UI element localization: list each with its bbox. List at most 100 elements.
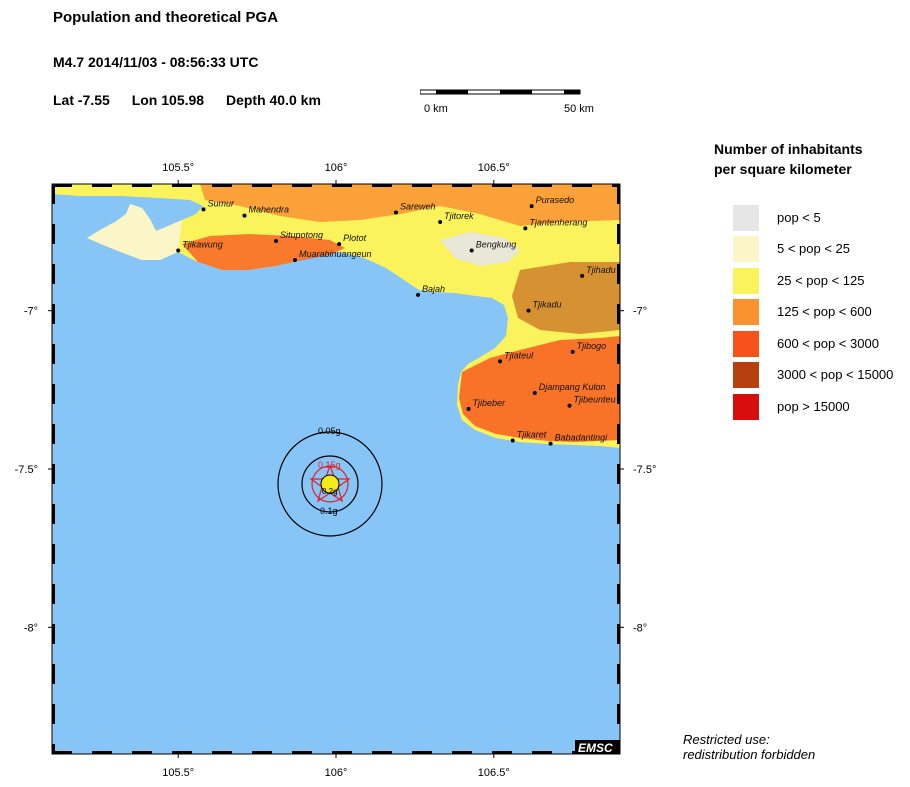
place-label: Tjikaret — [517, 430, 547, 440]
dense-zone-east — [512, 262, 620, 334]
frame-dash-top — [292, 184, 312, 187]
frame-dash-left — [52, 584, 55, 604]
frame-dash-bottom — [92, 751, 112, 754]
place-label: Tjibeunteu — [574, 395, 616, 405]
place-label: Sumur — [207, 198, 235, 208]
lon-tick-label-top: 106° — [325, 162, 348, 174]
pga-label-01: 0.1g — [320, 506, 338, 516]
frame-dash-top — [212, 184, 232, 187]
frame-dash-top — [492, 184, 512, 187]
scale-start-label: 0 km — [424, 103, 448, 115]
place-marker — [498, 359, 503, 364]
frame-dash-right — [617, 704, 620, 724]
population-map: 105.5° 105.5° 106° 106° 106.5° 106.5° -7° -7° -7… — [15, 162, 657, 779]
frame-dash-bottom — [372, 751, 392, 754]
place-label: Plotot — [343, 233, 367, 243]
pga-ring-outer — [277, 431, 383, 537]
frame-dash-left — [52, 464, 55, 484]
place-label: Situpotong — [280, 230, 323, 240]
legend-swatch — [733, 362, 759, 388]
lat-tick-label-left: -8° — [24, 622, 38, 634]
frame-dash-top — [172, 184, 192, 187]
place-label: Tjiateul — [504, 350, 534, 360]
place-label: Tjikadu — [532, 300, 561, 310]
frame-ticks — [52, 184, 620, 754]
legend-title-line1: Number of inhabitants — [714, 141, 863, 157]
frame-dash-right — [617, 184, 620, 204]
place-marker — [393, 210, 398, 215]
place-marker — [242, 213, 247, 218]
frame-dash-bottom — [52, 751, 72, 754]
sparse-zone-west — [87, 204, 182, 260]
frame-dash-right — [617, 384, 620, 404]
frame-dash-left — [52, 624, 55, 644]
lat-tick-label-right: -8° — [633, 622, 647, 634]
usage-note-line2: redistribution forbidden — [683, 747, 816, 762]
depth-value: Depth 40.0 km — [225, 92, 321, 108]
frame-dash-bottom — [532, 751, 552, 754]
place-marker — [532, 391, 537, 395]
dense-zone-north — [200, 184, 620, 226]
lat-tick-label-right: -7° — [633, 306, 647, 318]
frame-dash-top — [452, 184, 472, 187]
lon-tick-label-bottom: 106° — [325, 767, 348, 779]
pga-label-005: 0.05g — [318, 426, 341, 436]
scale-end-label: 50 km — [564, 103, 594, 115]
frame-dash-bottom — [252, 751, 272, 754]
legend-label: 600 < pop < 3000 — [777, 336, 879, 351]
pga-label-02: 0.2g — [322, 487, 338, 496]
frame-dash-bottom — [412, 751, 432, 754]
tick-labels: 105.5° 105.5° 106° 106° 106.5° 106.5° -7° -7° -7… — [15, 162, 657, 779]
lat-value: Lat -7.55 — [53, 92, 110, 108]
lon-tick-label-bottom: 106.5° — [478, 767, 510, 779]
frame-dash-bottom — [452, 751, 472, 754]
frame-dash-top — [612, 184, 620, 187]
event-info: M4.7 2014/11/03 - 08:56:33 UTC — [53, 54, 259, 70]
place-marker — [529, 204, 534, 209]
legend-swatch — [733, 205, 759, 231]
place-label: Djampang Kulon — [539, 382, 606, 392]
place-marker — [567, 403, 572, 408]
frame-dash-right — [617, 584, 620, 604]
frame-dash-top — [132, 184, 152, 187]
frame-dash-top — [252, 184, 272, 187]
place-marker — [580, 273, 585, 278]
frame-dash-top — [92, 184, 112, 187]
brand-box — [575, 740, 620, 754]
legend-label: pop < 5 — [777, 210, 821, 225]
place-marker — [466, 406, 471, 411]
frame-dash-right — [617, 624, 620, 644]
legend-swatch — [733, 268, 759, 294]
frame-dash-left — [52, 384, 55, 404]
place-marker — [438, 220, 443, 224]
lat-tick-label-left: -7° — [24, 306, 38, 318]
frame-dash-left — [52, 424, 55, 444]
frame-dash-top — [572, 184, 592, 187]
frame-dash-right — [617, 464, 620, 484]
frame-dash-bottom — [292, 751, 312, 754]
legend-swatch — [733, 236, 759, 262]
lon-tick-label-top: 106.5° — [478, 162, 510, 174]
place-label: Mahendra — [248, 205, 289, 215]
lon-value: Lon 105.98 — [131, 92, 205, 108]
place-label: Tjitorek — [444, 211, 474, 221]
pga-rings: 0.05g 0.15g 0.1g 0.2g — [277, 426, 383, 537]
frame-dash-right — [617, 304, 620, 324]
frame-dash-bottom — [332, 751, 352, 754]
frame-dash-left — [52, 504, 55, 524]
lon-tick-label-bottom: 105.5° — [162, 767, 194, 779]
legend-label: 5 < pop < 25 — [777, 241, 851, 256]
place-label: Sareweh — [400, 202, 436, 212]
place-label: Babadantingi — [555, 433, 609, 443]
frame-dash-left — [52, 744, 55, 754]
frame-dash-bottom — [492, 751, 512, 754]
place-marker — [292, 258, 297, 262]
pga-label-015: 0.15g — [318, 460, 341, 470]
place-label: Bajah — [422, 284, 445, 294]
frame-dash-left — [52, 344, 55, 364]
frame-dash-left — [52, 544, 55, 564]
frame-dash-left — [52, 704, 55, 724]
brand-label: EMSC — [578, 741, 613, 755]
place-marker — [416, 292, 421, 297]
legend-swatch — [733, 394, 759, 420]
